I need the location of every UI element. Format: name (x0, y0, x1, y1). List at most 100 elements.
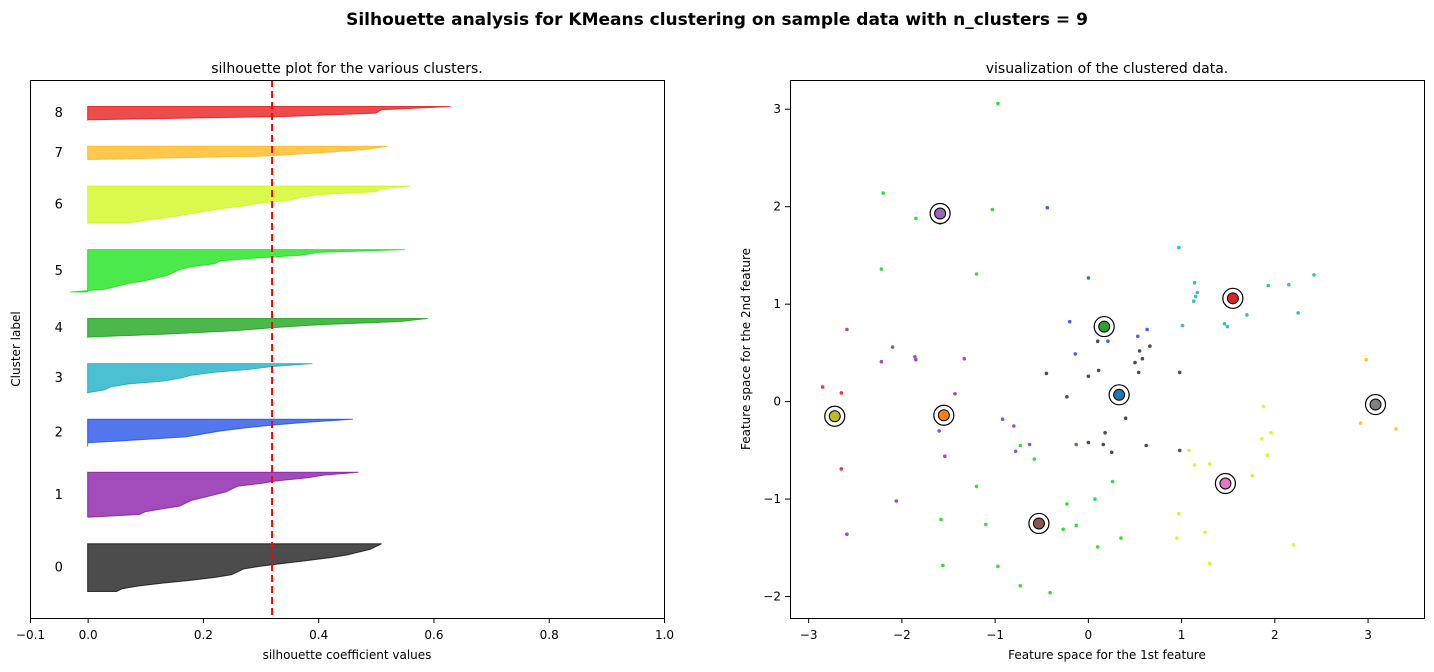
silhouette-band-8 (86, 106, 451, 121)
data-point (1296, 311, 1300, 315)
data-point (881, 191, 885, 195)
data-point (1358, 421, 1363, 425)
data-point (1086, 276, 1091, 280)
silhouette-band-1 (87, 471, 359, 518)
data-point (1065, 395, 1069, 399)
cluster-center-4 (929, 202, 951, 225)
data-point (1187, 448, 1191, 453)
data-point (1175, 536, 1179, 540)
scatter-y-tick-label: 2 (773, 200, 781, 214)
cluster-center-6 (1214, 472, 1237, 495)
silhouette-x-tick-label: 1.0 (655, 628, 674, 642)
data-point (1177, 370, 1182, 375)
data-point (996, 564, 1000, 569)
silhouette-band-7 (87, 145, 388, 161)
data-point (1364, 357, 1368, 362)
data-point (1073, 352, 1078, 356)
scatter-x-tick-label: −3 (800, 628, 818, 642)
data-point (879, 359, 884, 364)
data-point (879, 267, 884, 271)
scatter-x-tick-label: −2 (893, 628, 911, 642)
data-point (990, 207, 995, 212)
cluster-label-6: 6 (55, 198, 63, 213)
data-point (1048, 590, 1052, 595)
data-point (953, 392, 957, 396)
data-point (1148, 344, 1152, 348)
silhouette-band-4 (85, 318, 428, 338)
cluster-label-7: 7 (55, 146, 63, 161)
data-point (1013, 449, 1018, 454)
scatter-y-tick-label: 1 (773, 297, 781, 311)
data-point (845, 532, 849, 536)
silhouette-x-axis: −0.1 0.0 0.2 0.4 0.6 0.8 1.0 (16, 618, 674, 642)
data-point (1260, 436, 1264, 441)
data-point (1250, 473, 1255, 478)
data-point (1225, 324, 1230, 329)
cluster-center-dot (937, 409, 950, 422)
cluster-label-8: 8 (55, 106, 63, 121)
data-point (1177, 245, 1181, 250)
data-point (1109, 450, 1114, 455)
data-point (1207, 561, 1212, 566)
data-point (1261, 404, 1266, 409)
silhouette-plot-title: silhouette plot for the various clusters… (211, 61, 483, 77)
scatter-x-tick-label: 2 (1271, 628, 1279, 642)
figure-suptitle: Silhouette analysis for KMeans clusterin… (346, 10, 1088, 30)
data-point (839, 391, 844, 395)
data-point (839, 467, 844, 471)
data-point (1086, 374, 1091, 379)
cluster-center-dot (1032, 517, 1045, 530)
data-point (1032, 457, 1037, 461)
data-point (1065, 502, 1069, 506)
data-point (1394, 427, 1398, 431)
data-point (996, 101, 1000, 106)
data-point (1265, 453, 1270, 458)
scatter-x-tick-label: 0 (1085, 628, 1093, 642)
cluster-center-3 (1222, 287, 1244, 309)
data-point (1137, 349, 1142, 353)
data-point (1012, 424, 1016, 428)
scatter-x-tick-label: 1 (1178, 628, 1186, 642)
scatter-x-axis-label: Feature space for the 1st feature (1008, 648, 1206, 662)
data-point (1192, 463, 1197, 467)
scatter-plot-title: visualization of the clustered data. (986, 61, 1229, 77)
silhouette-plot-frame (30, 80, 665, 619)
scatter-x-tick-label: 3 (1364, 628, 1372, 642)
cluster-label-2: 2 (55, 425, 63, 440)
data-point (974, 272, 979, 276)
data-point (913, 355, 917, 359)
cluster-label-0: 0 (55, 561, 63, 576)
cluster-center-5 (1028, 512, 1050, 535)
cluster-center-dot (1098, 320, 1111, 333)
data-point (1269, 431, 1273, 435)
data-point (1193, 294, 1198, 299)
data-point (1136, 370, 1141, 375)
scatter-plot-frame (790, 80, 1425, 619)
data-point (1045, 205, 1050, 210)
silhouette-x-tick-label: 0.8 (540, 628, 559, 642)
data-point (1222, 321, 1227, 326)
cluster-label-4: 4 (55, 321, 63, 336)
cluster-center-8 (824, 405, 846, 427)
data-point (1180, 323, 1185, 328)
data-point (984, 522, 988, 527)
data-point (820, 385, 825, 389)
data-point (937, 429, 941, 433)
scatter-y-tick-label: 0 (773, 395, 781, 409)
silhouette-plot: silhouette plot for the various clusters… (9, 61, 674, 662)
data-point (941, 563, 945, 568)
data-point (939, 517, 943, 522)
cluster-center-2 (1093, 315, 1115, 338)
cluster-center-dot (1226, 292, 1239, 305)
scatter-y-axis: −2 −1 0 1 2 3 (763, 102, 790, 604)
data-point (1027, 442, 1032, 447)
data-point (1061, 527, 1065, 532)
scatter-x-axis: −3 −2 −1 0 1 2 3 (800, 618, 1372, 642)
data-point (1101, 442, 1106, 447)
data-point (845, 327, 849, 332)
scatter-x-tick-label: −1 (986, 628, 1004, 642)
data-point (1119, 536, 1123, 540)
data-point (943, 454, 947, 459)
data-point (1093, 497, 1097, 501)
data-point (1136, 334, 1140, 339)
